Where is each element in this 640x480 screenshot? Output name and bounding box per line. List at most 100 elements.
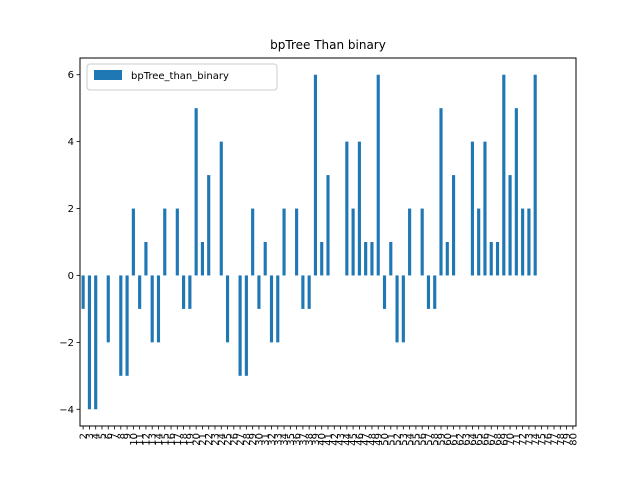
bar bbox=[345, 141, 349, 276]
bar bbox=[175, 208, 179, 276]
x-tick-label: 80 bbox=[568, 433, 579, 446]
x-tick-label: 22 bbox=[204, 433, 215, 446]
plot-frame bbox=[79, 57, 577, 427]
bar bbox=[426, 275, 431, 309]
x-tick-label: 42 bbox=[330, 433, 341, 446]
bar bbox=[301, 275, 305, 309]
x-tick-label: 2 bbox=[79, 433, 90, 439]
bar bbox=[219, 141, 223, 276]
legend-swatch bbox=[94, 70, 122, 80]
legend-label: bpTree_than_binary bbox=[131, 71, 229, 82]
y-tick-label: 4 bbox=[68, 137, 74, 148]
bar bbox=[408, 208, 412, 276]
x-tick-label: 31 bbox=[261, 433, 272, 446]
bar bbox=[207, 175, 211, 276]
y-axis: −4 −2 0 2 4 6 bbox=[59, 70, 80, 416]
x-tick-label: 55 bbox=[411, 433, 422, 446]
bar bbox=[188, 275, 192, 309]
x-tick-label: 17 bbox=[173, 433, 184, 446]
bar bbox=[194, 108, 198, 276]
x-tick-label: 28 bbox=[242, 433, 253, 446]
bar bbox=[495, 242, 500, 276]
x-tick-label: 75 bbox=[537, 433, 548, 446]
bar bbox=[389, 242, 393, 276]
x-tick-label: 26 bbox=[229, 433, 240, 446]
bar bbox=[382, 275, 387, 309]
bar bbox=[351, 208, 355, 276]
bar bbox=[276, 275, 280, 343]
x-tick-label: 35 bbox=[286, 433, 297, 446]
bar bbox=[320, 242, 324, 276]
x-tick-label: 4 bbox=[91, 433, 102, 439]
bar bbox=[370, 242, 374, 276]
bar bbox=[470, 141, 474, 276]
bar bbox=[364, 242, 368, 276]
x-tick-label: 36 bbox=[292, 433, 303, 446]
x-tick-label: 52 bbox=[393, 433, 404, 446]
bar bbox=[163, 208, 167, 276]
x-tick-label: 38 bbox=[305, 433, 316, 446]
x-tick-label: 41 bbox=[324, 433, 335, 446]
bar bbox=[125, 275, 129, 376]
x-tick-label: 21 bbox=[198, 433, 209, 446]
x-tick-label: 6 bbox=[104, 433, 115, 439]
x-tick-label: 68 bbox=[493, 433, 504, 446]
bar bbox=[533, 74, 537, 276]
x-tick-label: 74 bbox=[531, 433, 542, 446]
bar bbox=[508, 175, 512, 276]
x-tick-label: 71 bbox=[512, 433, 523, 446]
bar bbox=[313, 74, 318, 276]
x-tick-label: 10 bbox=[129, 433, 140, 446]
bar bbox=[307, 275, 311, 309]
x-tick-label: 43 bbox=[336, 433, 347, 446]
x-tick-label: 78 bbox=[556, 433, 567, 446]
bar bbox=[376, 74, 380, 276]
x-tick-label: 14 bbox=[154, 433, 165, 446]
bar bbox=[182, 275, 186, 309]
x-tick-label: 48 bbox=[367, 433, 378, 446]
bar bbox=[452, 175, 456, 276]
x-tick-label: 40 bbox=[317, 433, 328, 446]
x-tick-label: 79 bbox=[562, 433, 573, 446]
bar bbox=[326, 175, 330, 276]
x-tick-label: 51 bbox=[386, 433, 397, 446]
x-tick-label: 39 bbox=[311, 433, 322, 446]
x-tick-label: 54 bbox=[405, 433, 416, 446]
x-tick-label: 62 bbox=[455, 433, 466, 446]
bar bbox=[144, 242, 148, 276]
chart-title: bpTree Than binary bbox=[270, 38, 386, 52]
x-tick-label: 29 bbox=[248, 433, 259, 446]
x-tick-label: 67 bbox=[487, 433, 498, 446]
x-tick-label: 72 bbox=[518, 433, 529, 446]
x-tick-label: 77 bbox=[550, 433, 561, 446]
x-tick-label: 25 bbox=[223, 433, 234, 446]
x-tick-label: 65 bbox=[474, 433, 485, 446]
x-tick-label: 57 bbox=[424, 433, 435, 446]
bar bbox=[483, 141, 487, 276]
bar bbox=[257, 275, 261, 309]
bar bbox=[106, 275, 110, 343]
bar bbox=[138, 275, 142, 309]
x-tick-label: 34 bbox=[280, 433, 291, 446]
x-tick-label: 69 bbox=[499, 433, 510, 446]
x-tick-label: 64 bbox=[468, 433, 479, 446]
x-tick-label: 5 bbox=[97, 433, 108, 439]
bar bbox=[200, 242, 204, 276]
x-tick-label: 18 bbox=[179, 433, 190, 446]
x-tick-label: 20 bbox=[192, 433, 203, 446]
bar bbox=[445, 242, 449, 276]
bar bbox=[269, 275, 274, 343]
x-tick-label: 16 bbox=[167, 433, 178, 446]
bars-group bbox=[81, 74, 537, 410]
bar bbox=[131, 208, 135, 276]
bar bbox=[514, 108, 518, 276]
x-axis: 2345678910111213141516171819202122232425… bbox=[79, 426, 579, 446]
x-tick-label: 76 bbox=[543, 433, 554, 446]
bar bbox=[251, 208, 255, 276]
x-tick-label: 37 bbox=[298, 433, 309, 446]
x-tick-label: 70 bbox=[506, 433, 517, 446]
bar bbox=[81, 275, 85, 309]
x-tick-label: 53 bbox=[399, 433, 410, 446]
bar bbox=[420, 208, 424, 276]
bar bbox=[527, 208, 531, 276]
